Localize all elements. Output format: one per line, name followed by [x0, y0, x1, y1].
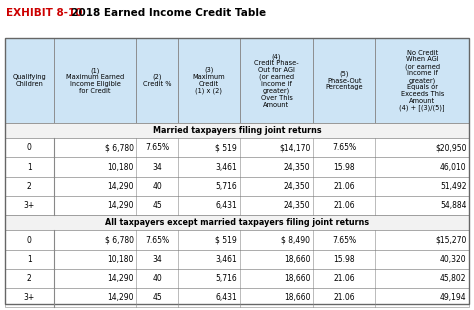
Text: 2: 2 [27, 182, 32, 191]
Text: 5,716: 5,716 [215, 274, 237, 283]
Text: 2018 Earned Income Credit Table: 2018 Earned Income Credit Table [64, 8, 266, 18]
Text: 34: 34 [152, 255, 162, 264]
Bar [313, 38, 375, 123]
Text: 18,660: 18,660 [284, 274, 310, 283]
Text: (5)
Phase-Out
Percentage: (5) Phase-Out Percentage [325, 70, 363, 91]
Text: 15.98: 15.98 [333, 255, 355, 264]
Text: 0: 0 [27, 236, 32, 245]
Text: 40,320: 40,320 [440, 255, 466, 264]
Bar [5, 288, 469, 307]
Text: 54,884: 54,884 [440, 201, 466, 210]
Text: $ 519: $ 519 [215, 236, 237, 245]
Text: 14,290: 14,290 [107, 201, 134, 210]
Text: (3)
Maximum
Credit
(1) x (2): (3) Maximum Credit (1) x (2) [192, 67, 225, 94]
Text: 5,716: 5,716 [215, 182, 237, 191]
Text: 1: 1 [27, 162, 32, 171]
Text: 45,802: 45,802 [440, 274, 466, 283]
Text: (1)
Maximum Earned
Income Eligible
for Credit: (1) Maximum Earned Income Eligible for C… [66, 67, 124, 94]
Text: 18,660: 18,660 [284, 255, 310, 264]
Bar [5, 269, 469, 288]
Bar [375, 38, 469, 123]
Bar [5, 177, 469, 196]
Text: 14,290: 14,290 [107, 293, 134, 302]
Bar [137, 38, 178, 123]
Text: 40: 40 [152, 274, 162, 283]
Bar [54, 38, 137, 123]
Text: 3+: 3+ [24, 201, 35, 210]
Text: (4)
Credit Phase-
Out for AGI
(or earned
income if
greater)
Over This
Amount: (4) Credit Phase- Out for AGI (or earned… [254, 53, 299, 108]
Text: 49,194: 49,194 [440, 293, 466, 302]
Text: $20,950: $20,950 [435, 143, 466, 152]
Text: 14,290: 14,290 [107, 274, 134, 283]
Text: 45: 45 [152, 293, 162, 302]
Text: 1: 1 [27, 255, 32, 264]
Bar [5, 157, 469, 177]
Text: 3,461: 3,461 [215, 255, 237, 264]
Bar [5, 138, 469, 157]
Text: 10,180: 10,180 [107, 255, 134, 264]
Text: 24,350: 24,350 [284, 201, 310, 210]
Text: $14,170: $14,170 [279, 143, 310, 152]
Text: 6,431: 6,431 [215, 293, 237, 302]
Text: 14,290: 14,290 [107, 182, 134, 191]
Bar [5, 196, 469, 215]
Text: 7.65%: 7.65% [332, 143, 356, 152]
Text: No Credit
When AGI
(or earned
income if
greater)
Equals or
Exceeds This
Amount
(: No Credit When AGI (or earned income if … [400, 50, 445, 111]
Text: Married taxpayers filing joint returns: Married taxpayers filing joint returns [153, 126, 321, 135]
Text: $15,270: $15,270 [435, 236, 466, 245]
Text: 34: 34 [152, 162, 162, 171]
Text: 40: 40 [152, 182, 162, 191]
Text: 3+: 3+ [24, 293, 35, 302]
Text: 3,461: 3,461 [215, 162, 237, 171]
Bar [178, 38, 240, 123]
Text: 7.65%: 7.65% [332, 236, 356, 245]
Text: All taxpayers except married taxpayers filing joint returns: All taxpayers except married taxpayers f… [105, 218, 369, 227]
Text: 7.65%: 7.65% [145, 143, 169, 152]
Text: $ 519: $ 519 [215, 143, 237, 152]
Text: 46,010: 46,010 [440, 162, 466, 171]
Bar [5, 38, 54, 123]
Text: 15.98: 15.98 [333, 162, 355, 171]
Text: 21.06: 21.06 [333, 182, 355, 191]
Text: $ 6,780: $ 6,780 [105, 236, 134, 245]
Text: 21.06: 21.06 [333, 201, 355, 210]
Text: EXHIBIT 8-10: EXHIBIT 8-10 [6, 8, 82, 18]
Text: Qualifying
Children: Qualifying Children [12, 74, 46, 87]
Text: 24,350: 24,350 [284, 162, 310, 171]
Text: 45: 45 [152, 201, 162, 210]
Text: 24,350: 24,350 [284, 182, 310, 191]
Text: $ 8,490: $ 8,490 [282, 236, 310, 245]
Bar [5, 250, 469, 269]
Text: 10,180: 10,180 [107, 162, 134, 171]
Bar [5, 231, 469, 250]
Bar [240, 38, 313, 123]
Bar [5, 215, 469, 231]
Text: 51,492: 51,492 [440, 182, 466, 191]
Text: 21.06: 21.06 [333, 293, 355, 302]
Text: $ 6,780: $ 6,780 [105, 143, 134, 152]
Text: 2: 2 [27, 274, 32, 283]
Bar [5, 123, 469, 138]
Text: 6,431: 6,431 [215, 201, 237, 210]
Text: 7.65%: 7.65% [145, 236, 169, 245]
Text: 21.06: 21.06 [333, 274, 355, 283]
Text: 18,660: 18,660 [284, 293, 310, 302]
Text: (2)
Credit %: (2) Credit % [143, 74, 171, 87]
Text: 0: 0 [27, 143, 32, 152]
